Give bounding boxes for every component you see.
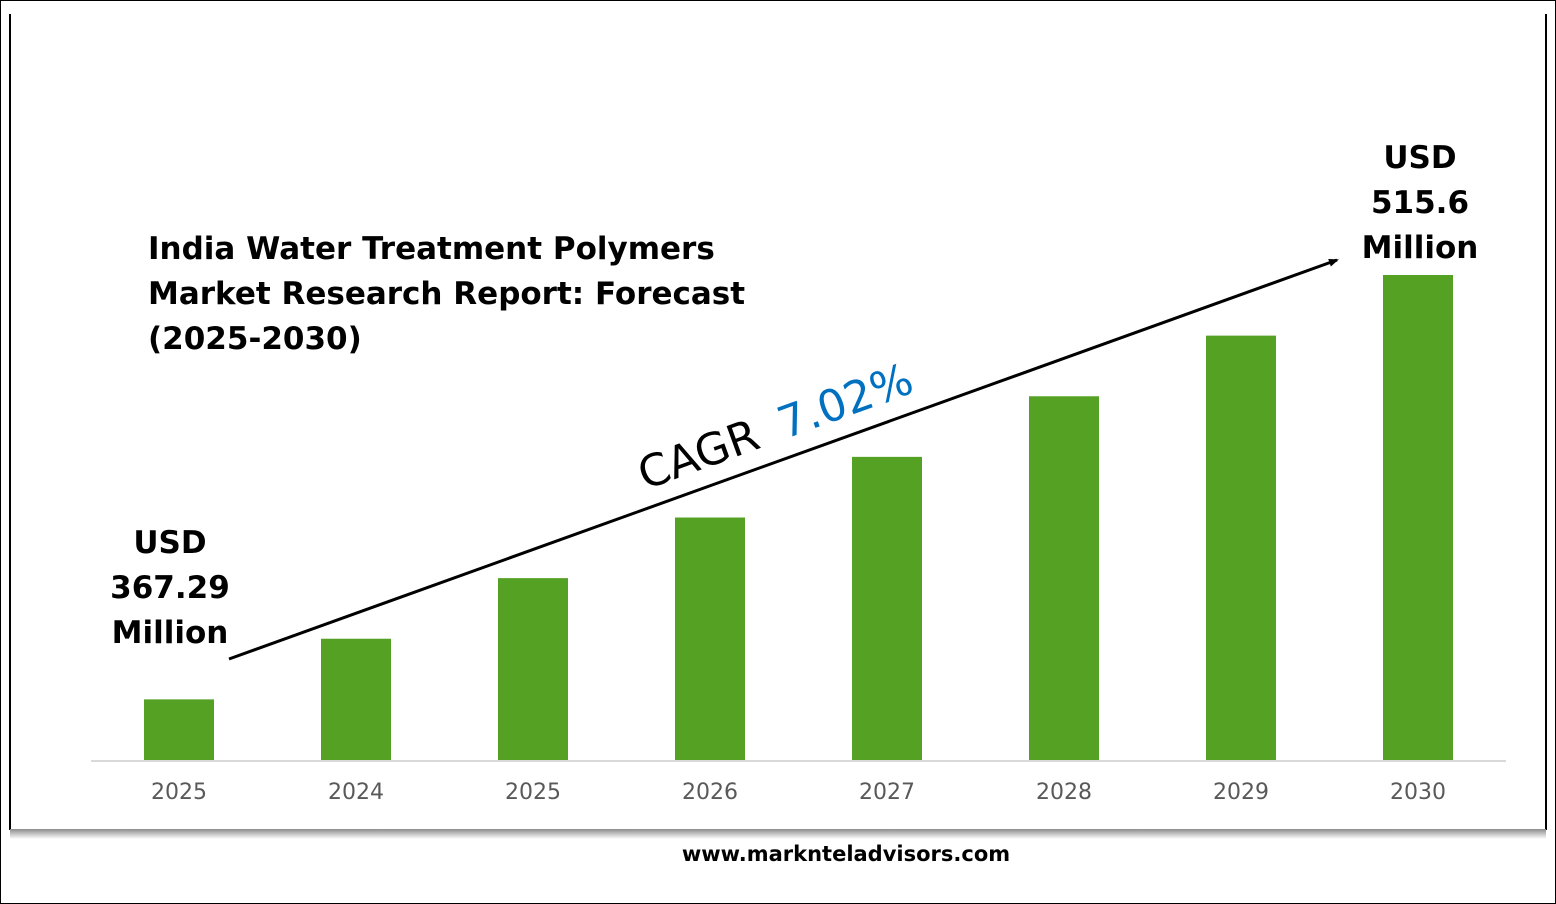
bar-2027: [852, 456, 922, 760]
bar-2025: [498, 578, 568, 760]
title-line-2: Market Research Report: Forecast: [148, 276, 745, 312]
start-label-line-2: 367.29: [110, 570, 230, 606]
x-tick-label: 2029: [1213, 780, 1269, 805]
x-tick-label: 2030: [1390, 780, 1446, 805]
x-tick-label: 2026: [682, 780, 738, 805]
website-link[interactable]: www.marknteladvisors.com: [682, 842, 1010, 866]
growth-arrow: [228, 258, 1339, 661]
bars: [144, 275, 1453, 760]
bar-2029: [1206, 335, 1276, 760]
end-label-line-1: USD: [1383, 140, 1456, 176]
end-label-line-2: 515.6: [1371, 185, 1469, 221]
x-tick-label: 2024: [328, 780, 384, 805]
x-tick-label: 2028: [1036, 780, 1092, 805]
bar-2025: [144, 699, 214, 760]
start-label-line-3: Million: [112, 615, 229, 651]
x-tick-label: 2025: [151, 780, 207, 805]
end-value-label: USD 515.6 Million: [1362, 140, 1479, 266]
chart-title: India Water Treatment Polymers Market Re…: [148, 231, 745, 357]
x-tick-label: 2027: [859, 780, 915, 805]
x-tick-label: 2025: [505, 780, 561, 805]
bar-2026: [675, 517, 745, 760]
start-label-line-1: USD: [133, 525, 206, 561]
title-line-3: (2025-2030): [148, 321, 362, 357]
frame-bottom-shadow: [10, 829, 1546, 839]
bar-2024: [321, 638, 391, 760]
title-line-1: India Water Treatment Polymers: [148, 231, 715, 267]
x-tick-labels: 2025 2024 2025 2026 2027 2028 2029 2030: [151, 780, 1446, 805]
end-label-line-3: Million: [1362, 230, 1479, 266]
bar-2030: [1383, 275, 1453, 760]
start-value-label: USD 367.29 Million: [110, 525, 230, 651]
bar-2028: [1029, 396, 1099, 760]
